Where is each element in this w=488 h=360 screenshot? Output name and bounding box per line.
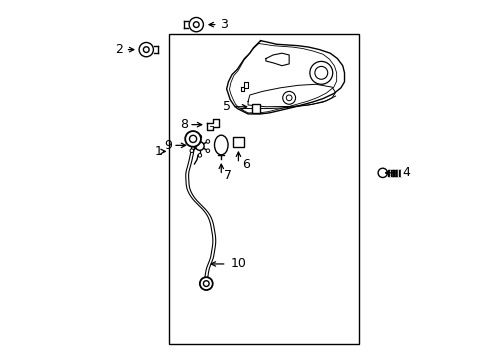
Text: 3: 3 <box>220 18 227 31</box>
Bar <box>232 137 244 147</box>
Circle shape <box>309 62 332 84</box>
Circle shape <box>198 154 201 157</box>
Circle shape <box>205 140 209 143</box>
Text: 1: 1 <box>155 145 163 158</box>
Circle shape <box>282 91 295 104</box>
Circle shape <box>190 149 193 153</box>
Text: 10: 10 <box>230 257 246 270</box>
Bar <box>251 104 259 113</box>
Text: 4: 4 <box>402 166 409 179</box>
Circle shape <box>200 277 212 290</box>
Circle shape <box>193 22 199 27</box>
Circle shape <box>198 135 201 139</box>
Circle shape <box>205 149 209 153</box>
Circle shape <box>189 135 196 143</box>
Text: 6: 6 <box>241 158 249 171</box>
Circle shape <box>195 142 203 150</box>
Circle shape <box>189 18 203 32</box>
Circle shape <box>190 140 193 143</box>
Ellipse shape <box>214 135 227 155</box>
Text: 5: 5 <box>222 100 230 113</box>
Text: 2: 2 <box>115 43 123 56</box>
Circle shape <box>314 66 327 79</box>
Circle shape <box>143 47 149 53</box>
Circle shape <box>377 168 386 177</box>
Circle shape <box>285 95 291 101</box>
Bar <box>169 33 358 344</box>
Circle shape <box>139 42 153 57</box>
Text: 8: 8 <box>180 118 187 131</box>
Circle shape <box>203 281 209 287</box>
Text: 9: 9 <box>163 139 171 152</box>
Text: 7: 7 <box>224 169 232 182</box>
Circle shape <box>185 131 201 147</box>
